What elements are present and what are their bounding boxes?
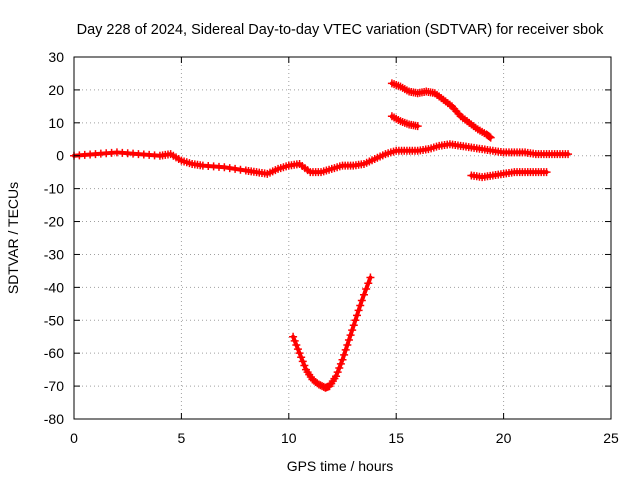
series-line [291, 275, 373, 390]
data-layer [70, 79, 573, 392]
y-axis-title: SDTVAR / TECUs [5, 182, 21, 294]
grid [74, 57, 611, 419]
data-point [343, 340, 352, 349]
data-point [295, 349, 304, 358]
data-point [344, 336, 353, 345]
data-point [338, 355, 347, 364]
data-point [356, 301, 365, 310]
y-tick-label: 0 [56, 148, 64, 164]
x-tick-label: 20 [496, 430, 512, 446]
data-point [564, 150, 573, 159]
y-tick-label: 30 [48, 49, 64, 65]
data-point [352, 311, 361, 320]
series-upper-arc [387, 79, 495, 142]
y-tick-label: -10 [44, 181, 64, 197]
data-point [354, 306, 363, 315]
data-point [362, 285, 371, 294]
data-point [485, 132, 494, 141]
data-point [366, 273, 375, 282]
series-dip-arc [289, 273, 375, 392]
data-point [341, 345, 350, 354]
data-point [220, 163, 229, 172]
plot-frame [73, 56, 612, 420]
data-point [225, 164, 234, 173]
data-point [340, 350, 349, 359]
y-tick-label: -70 [44, 378, 64, 394]
y-tick-label: -50 [44, 312, 64, 328]
x-tick-label: 15 [388, 430, 404, 446]
data-point [346, 331, 355, 340]
data-point [359, 290, 368, 299]
y-tick-label: -30 [44, 246, 64, 262]
data-point [290, 336, 299, 345]
data-point [332, 372, 341, 381]
data-point [300, 361, 309, 370]
data-point [298, 357, 307, 366]
x-tick-label: 10 [281, 430, 297, 446]
y-tick-label: 10 [48, 115, 64, 131]
series-main-band [70, 140, 573, 178]
data-point [348, 326, 357, 335]
y-tick-label: -40 [44, 279, 64, 295]
series-lower-segment [467, 168, 551, 182]
x-tick-label: 25 [603, 430, 619, 446]
chart-title: Day 228 of 2024, Sidereal Day-to-day VTE… [77, 22, 605, 38]
y-tick-label: 20 [48, 82, 64, 98]
x-tick-label: 5 [178, 430, 186, 446]
data-point [336, 359, 345, 368]
data-point [364, 279, 373, 288]
y-tick-label: -60 [44, 345, 64, 361]
data-point [297, 353, 306, 362]
x-tick-label: 0 [70, 430, 78, 446]
data-point [289, 332, 298, 341]
data-point [293, 345, 302, 354]
data-point [236, 165, 245, 174]
data-point [231, 164, 240, 173]
data-point [333, 368, 342, 377]
data-point [542, 168, 551, 177]
data-point [335, 363, 344, 372]
data-point [292, 340, 301, 349]
y-axis: -80 -70 -60 -50 -40 -30 -20 -10 0 10 20 30 [44, 49, 611, 427]
data-point [357, 296, 366, 305]
series-short-segment [387, 112, 422, 131]
data-point [351, 316, 360, 325]
y-tick-label: -80 [44, 411, 64, 427]
data-point [413, 122, 422, 131]
y-tick-label: -20 [44, 214, 64, 230]
x-axis-title: GPS time / hours [287, 458, 394, 474]
x-axis: 0 5 10 15 20 25 [70, 57, 619, 446]
data-point [349, 321, 358, 330]
data-point [486, 133, 495, 142]
